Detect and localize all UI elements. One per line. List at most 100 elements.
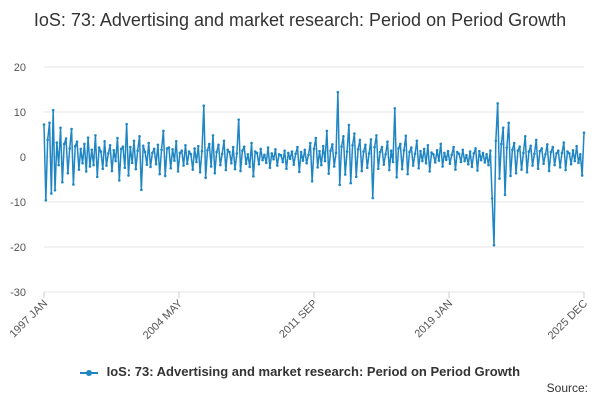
series-point[interactable] <box>106 152 110 155</box>
series-point[interactable] <box>143 150 147 154</box>
series-point[interactable] <box>176 170 180 173</box>
series-point[interactable] <box>393 107 397 110</box>
series-point[interactable] <box>424 162 428 165</box>
series-point[interactable] <box>461 148 465 152</box>
series-point[interactable] <box>555 152 558 155</box>
series-point[interactable] <box>400 167 404 171</box>
series-point[interactable] <box>239 169 242 173</box>
series-point[interactable] <box>187 150 191 153</box>
series-point[interactable] <box>154 162 158 166</box>
series-point[interactable] <box>230 162 233 165</box>
series-point[interactable] <box>310 180 314 183</box>
series-point[interactable] <box>334 151 338 155</box>
series-point[interactable] <box>252 175 255 178</box>
series-point[interactable] <box>568 152 571 155</box>
series-point[interactable] <box>167 146 171 149</box>
series-point[interactable] <box>81 162 84 165</box>
series-point[interactable] <box>246 153 250 156</box>
series-point[interactable] <box>309 141 312 145</box>
series-point[interactable] <box>303 148 307 152</box>
series-point[interactable] <box>353 132 356 135</box>
series-point[interactable] <box>279 153 283 157</box>
series-point[interactable] <box>231 145 235 149</box>
series-point[interactable] <box>244 162 248 166</box>
series-point[interactable] <box>268 166 272 170</box>
series-point[interactable] <box>367 152 371 155</box>
series-point[interactable] <box>481 151 485 155</box>
series-point[interactable] <box>494 139 498 143</box>
series-point[interactable] <box>204 176 207 179</box>
series-point[interactable] <box>288 157 292 161</box>
series-point[interactable] <box>397 147 400 150</box>
series-point[interactable] <box>560 151 564 155</box>
series-point[interactable] <box>136 149 139 152</box>
series-point[interactable] <box>378 150 382 154</box>
series-point[interactable] <box>90 148 94 152</box>
series-point[interactable] <box>487 163 490 167</box>
series-point[interactable] <box>450 153 454 157</box>
series-point[interactable] <box>540 147 544 150</box>
series-point[interactable] <box>433 161 437 164</box>
series-point[interactable] <box>525 171 529 174</box>
series-point[interactable] <box>389 149 393 152</box>
series-point[interactable] <box>44 198 48 202</box>
series-point[interactable] <box>354 175 358 179</box>
series-point[interactable] <box>327 172 330 175</box>
series-point[interactable] <box>257 162 261 166</box>
series-point[interactable] <box>575 144 578 148</box>
series-point[interactable] <box>577 161 580 165</box>
series-point[interactable] <box>399 142 402 146</box>
series-point[interactable] <box>270 152 274 155</box>
series-point[interactable] <box>448 162 452 166</box>
series-point[interactable] <box>94 134 97 137</box>
series-point[interactable] <box>130 161 134 165</box>
series-point[interactable] <box>439 142 443 146</box>
series-point[interactable] <box>84 170 88 173</box>
series-point[interactable] <box>68 147 72 150</box>
series-point[interactable] <box>465 153 468 157</box>
series-point[interactable] <box>255 151 259 155</box>
series-point[interactable] <box>340 145 343 148</box>
series-point[interactable] <box>97 146 101 149</box>
series-point[interactable] <box>202 104 206 107</box>
series-point[interactable] <box>242 145 246 148</box>
series-point[interactable] <box>468 150 472 153</box>
series-point[interactable] <box>95 175 99 179</box>
series-point[interactable] <box>534 138 538 142</box>
series-point[interactable] <box>64 137 68 140</box>
series-point[interactable] <box>489 149 492 152</box>
series-point[interactable] <box>536 167 540 170</box>
series-point[interactable] <box>485 153 488 156</box>
series-point[interactable] <box>523 135 527 138</box>
series-point[interactable] <box>547 169 551 173</box>
series-point[interactable] <box>156 143 160 147</box>
series-point[interactable] <box>116 136 119 140</box>
series-point[interactable] <box>178 151 182 155</box>
series-point[interactable] <box>195 160 198 164</box>
series-point[interactable] <box>446 149 450 153</box>
series-point[interactable] <box>125 122 128 126</box>
series-point[interactable] <box>307 153 310 157</box>
series-point[interactable] <box>529 144 533 148</box>
series-point[interactable] <box>226 148 229 152</box>
series-point[interactable] <box>283 149 286 152</box>
series-point[interactable] <box>57 163 60 167</box>
series-point[interactable] <box>380 145 384 149</box>
series-point[interactable] <box>511 148 514 152</box>
series-point[interactable] <box>343 173 347 176</box>
series-point[interactable] <box>213 171 217 175</box>
series-point[interactable] <box>46 138 49 142</box>
series-point[interactable] <box>421 159 424 163</box>
series-point[interactable] <box>428 170 432 173</box>
series-point[interactable] <box>294 152 297 156</box>
series-point[interactable] <box>496 102 499 105</box>
series-point[interactable] <box>99 150 103 153</box>
series-point[interactable] <box>51 108 55 112</box>
series-point[interactable] <box>61 180 64 184</box>
series-point[interactable] <box>514 171 518 175</box>
series-point[interactable] <box>123 166 127 170</box>
series-point[interactable] <box>237 118 240 121</box>
series-point[interactable] <box>119 147 123 151</box>
series-point[interactable] <box>331 143 334 146</box>
series-point[interactable] <box>263 153 266 157</box>
